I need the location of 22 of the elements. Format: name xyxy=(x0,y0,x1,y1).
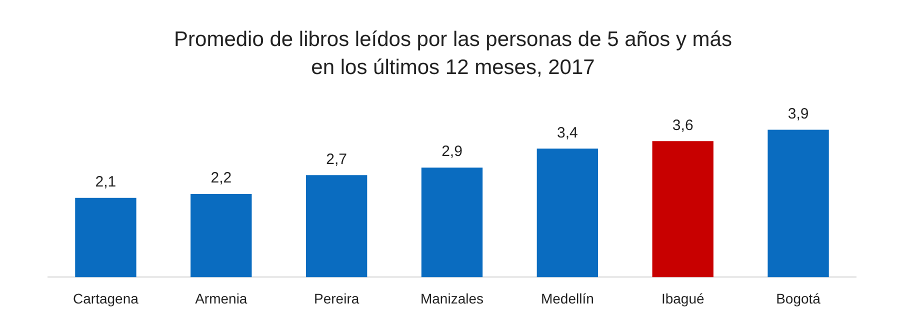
data-label: 3,6 xyxy=(672,116,694,134)
bar xyxy=(768,130,829,278)
chart-title: Promedio de libros leídos por las personas de 5 años y más en los últimos 12 meses, 2017 xyxy=(173,27,733,81)
bar xyxy=(190,194,252,278)
x-tick-label: Pereira xyxy=(314,290,360,306)
x-tick-label: Manizales xyxy=(420,290,484,306)
x-tick-label: Medellín xyxy=(540,290,594,306)
bar xyxy=(306,175,368,278)
data-label: 2,7 xyxy=(326,150,347,168)
bar xyxy=(536,148,598,278)
x-tick-label: Armenia xyxy=(195,290,248,306)
bar xyxy=(652,141,714,278)
x-tick-label: Bogotá xyxy=(776,290,821,306)
x-tick-label: Ibagué xyxy=(661,290,704,306)
bar xyxy=(75,198,136,278)
data-label: 2,1 xyxy=(95,173,116,190)
data-label: 3,4 xyxy=(557,124,578,142)
data-label: 2,9 xyxy=(442,143,462,160)
bar xyxy=(421,168,483,278)
x-tick-label: Cartagena xyxy=(73,290,139,306)
data-label: 2,2 xyxy=(210,170,232,187)
data-label: 3,9 xyxy=(788,105,809,122)
